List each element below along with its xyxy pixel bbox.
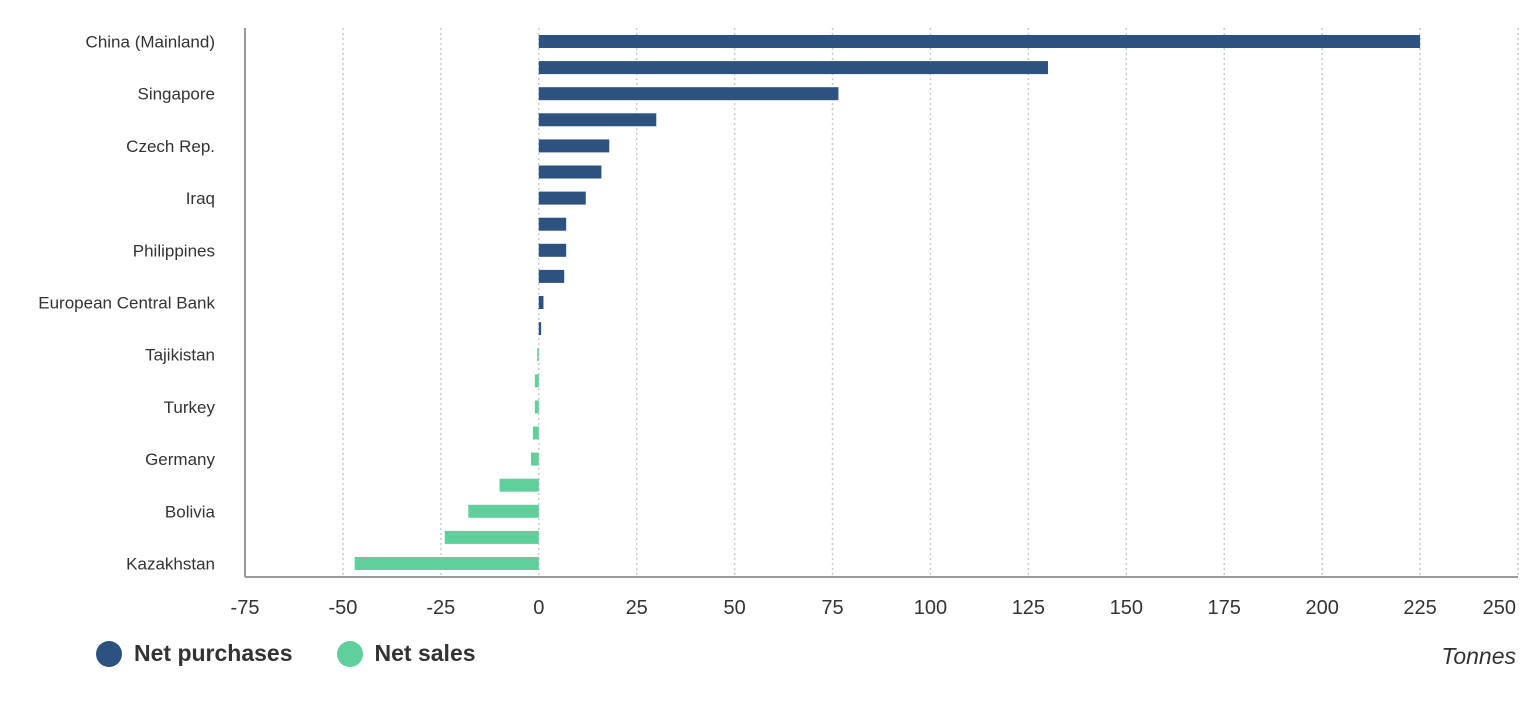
- x-tick-label: 125: [1012, 597, 1045, 619]
- category-label: Germany: [145, 450, 215, 469]
- bar-net-purchases[interactable]: [538, 217, 567, 231]
- x-tick-label: 0: [533, 597, 544, 619]
- category-label: Turkey: [164, 398, 216, 417]
- category-label: Kazakhstan: [126, 555, 215, 574]
- net-purchases-swatch: [96, 640, 122, 667]
- bar-net-sales[interactable]: [468, 504, 539, 518]
- legend-item-net-sales[interactable]: Net sales: [336, 640, 476, 667]
- unit-label: Tonnes: [1441, 643, 1516, 669]
- bar-net-sales[interactable]: [532, 426, 539, 440]
- x-tick-label: 200: [1305, 597, 1338, 619]
- legend: Net purchases Net sales: [96, 640, 520, 667]
- x-tick-label: 50: [723, 597, 745, 619]
- bar-net-purchases[interactable]: [538, 61, 1048, 75]
- bar-chart: China (Mainland) Singapore Czech Rep. Iraq P…: [38, 28, 1519, 619]
- bar-net-purchases[interactable]: [538, 113, 657, 127]
- category-label: Bolivia: [165, 502, 216, 521]
- bar-net-sales[interactable]: [444, 530, 539, 544]
- category-label: Czech Rep.: [126, 137, 215, 156]
- bar-net-purchases[interactable]: [538, 191, 586, 205]
- legend-item-net-purchases[interactable]: Net purchases: [96, 640, 293, 667]
- legend-label-net-purchases: Net purchases: [134, 640, 293, 666]
- bar-net-purchases[interactable]: [538, 322, 542, 336]
- bar-net-sales[interactable]: [534, 374, 539, 388]
- bar-net-purchases[interactable]: [538, 165, 602, 179]
- legend-label-net-sales: Net sales: [374, 640, 476, 666]
- bar-net-sales[interactable]: [499, 478, 539, 492]
- category-label: Philippines: [133, 241, 215, 260]
- x-tick-label: 100: [914, 597, 947, 619]
- bar-net-purchases[interactable]: [538, 35, 1421, 48]
- net-sales-swatch: [336, 640, 363, 667]
- bar-net-sales[interactable]: [354, 557, 539, 570]
- bar-net-sales[interactable]: [530, 452, 539, 466]
- bar-net-sales[interactable]: [537, 348, 539, 362]
- x-tick-label: -25: [426, 597, 455, 619]
- x-tick-label: -50: [328, 597, 357, 619]
- bar-net-sales[interactable]: [534, 400, 539, 414]
- bar-net-purchases[interactable]: [538, 87, 839, 101]
- category-label: Tajikistan: [145, 346, 215, 365]
- bar-net-purchases[interactable]: [538, 243, 567, 257]
- bar-net-purchases[interactable]: [538, 139, 610, 153]
- category-label: China (Mainland): [86, 33, 215, 52]
- category-label: Iraq: [186, 189, 215, 208]
- axes: [244, 28, 1518, 578]
- category-label: European Central Bank: [38, 294, 215, 313]
- category-labels: China (Mainland) Singapore Czech Rep. Iraq P…: [38, 33, 215, 574]
- x-tick-labels: -75 -50 -25 0 25 50 75 100 125 150 175 200 225 250: [231, 597, 1516, 619]
- x-tick-label: 225: [1403, 597, 1436, 619]
- x-tick-label: 250: [1483, 597, 1516, 619]
- bar-net-purchases[interactable]: [538, 269, 565, 283]
- bars: [354, 35, 1421, 570]
- x-tick-label: 150: [1110, 597, 1143, 619]
- x-tick-label: 175: [1208, 597, 1241, 619]
- x-tick-label: 25: [626, 597, 648, 619]
- gridlines: [342, 28, 1519, 577]
- category-label: Singapore: [137, 85, 215, 104]
- bar-net-purchases[interactable]: [538, 296, 544, 309]
- x-tick-label: -75: [231, 597, 260, 619]
- x-tick-label: 75: [821, 597, 843, 619]
